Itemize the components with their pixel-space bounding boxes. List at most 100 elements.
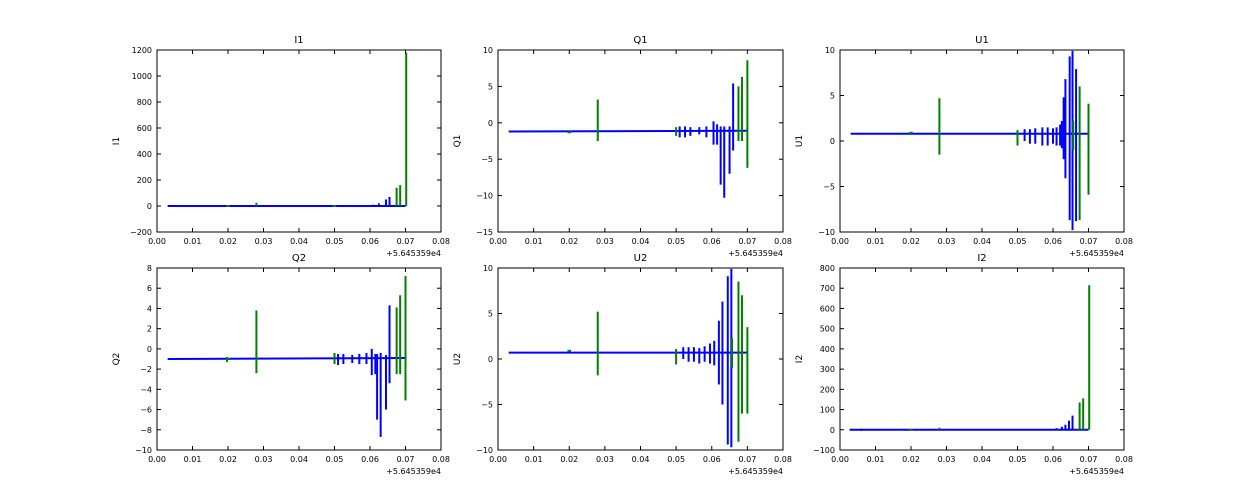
x-tick-label: 0.03 — [596, 455, 614, 464]
x-tick-label: 0.08 — [774, 237, 792, 246]
y-tick-label: 0 — [147, 345, 152, 354]
x-tick-label: 0.03 — [938, 237, 956, 246]
y-tick-label: 8 — [147, 264, 152, 273]
x-tick-label: 0.00 — [831, 455, 849, 464]
x-tick-label: 0.01 — [867, 455, 885, 464]
y-tick-label: 400 — [137, 150, 152, 159]
y-tick-label: −10 — [135, 446, 152, 455]
x-tick-label: 0.01 — [184, 455, 202, 464]
y-tick-label: −5 — [481, 155, 493, 164]
y-tick-label: 800 — [820, 264, 835, 273]
y-tick-label: −100 — [813, 446, 835, 455]
x-offset-label: +5.645359e4 — [728, 467, 783, 476]
subplot-u2: U2 U2 0.00 0.01 0.02 0.03 0.04 0.05 0.06 0.07 0.08… — [453, 253, 792, 476]
x-tick-label: 0.05 — [326, 237, 344, 246]
x-tick-label: 0.08 — [432, 237, 450, 246]
plot-frame — [497, 49, 784, 233]
plot-frame — [497, 267, 784, 451]
y-tick-label: 1200 — [132, 46, 152, 55]
x-tick-label: 0.03 — [255, 455, 273, 464]
x-tick-label: 0.03 — [596, 237, 614, 246]
x-tick-label: 0.07 — [1080, 455, 1098, 464]
x-tick-label: 0.05 — [667, 455, 685, 464]
x-tick-label: 0.05 — [667, 237, 685, 246]
y-axis-label: Q1 — [453, 135, 463, 148]
x-tick-label: 0.05 — [1009, 455, 1027, 464]
subplot-i1: I1 I1 0.00 0.01 0.02 0.03 0.04 0.05 0.06 0.07 0.08… — [112, 35, 450, 258]
y-tick-label: −6 — [140, 406, 152, 415]
y-tick-label: 100 — [820, 406, 835, 415]
x-tick-label: 0.02 — [560, 455, 578, 464]
y-tick-label: 0 — [147, 202, 152, 211]
chart-title: I1 — [294, 35, 303, 46]
x-tick-label: 0.02 — [219, 237, 237, 246]
y-tick-label: 4 — [147, 304, 152, 313]
x-tick-label: 0.08 — [432, 455, 450, 464]
y-tick-label: −2 — [140, 365, 152, 374]
x-tick-label: 0.08 — [774, 455, 792, 464]
x-tick-label: 0.02 — [902, 455, 920, 464]
chart-title: Q2 — [292, 253, 306, 264]
x-tick-label: 0.04 — [632, 237, 650, 246]
chart-title: U1 — [975, 35, 989, 46]
x-tick-label: 0.07 — [397, 237, 415, 246]
subplot-q1: Q1 Q1 0.00 0.01 0.02 0.03 0.04 0.05 0.06 0.07 0.08… — [453, 35, 792, 258]
y-tick-label: 600 — [820, 304, 835, 313]
y-tick-label: −15 — [476, 228, 493, 237]
x-tick-label: 0.06 — [1044, 455, 1062, 464]
x-tick-label: 0.06 — [361, 237, 379, 246]
y-tick-label: 5 — [488, 82, 493, 91]
x-tick-label: 0.00 — [489, 237, 507, 246]
y-axis-label: I2 — [795, 355, 805, 363]
series-blue-baseline — [167, 356, 406, 360]
x-tick-label: 0.01 — [184, 237, 202, 246]
x-tick-label: 0.06 — [361, 455, 379, 464]
y-tick-label: −10 — [476, 192, 493, 201]
y-axis-label: U1 — [795, 135, 805, 147]
y-tick-label: 300 — [820, 365, 835, 374]
subplot-q2: Q2 Q2 0.00 0.01 0.02 0.03 0.04 0.05 0.06 0.07 0.08… — [112, 253, 450, 476]
y-tick-label: 0 — [830, 426, 835, 435]
x-tick-label: 0.02 — [560, 237, 578, 246]
x-tick-label: 0.05 — [326, 455, 344, 464]
x-offset-label: +5.645359e4 — [386, 249, 441, 258]
x-tick-label: 0.07 — [1080, 237, 1098, 246]
x-tick-label: 0.00 — [148, 237, 166, 246]
y-tick-label: −8 — [140, 426, 152, 435]
y-tick-label: 10 — [483, 264, 493, 273]
plot-frame — [839, 267, 1125, 451]
y-tick-label: 6 — [147, 284, 152, 293]
x-tick-label: 0.07 — [397, 455, 415, 464]
y-tick-label: 0 — [488, 355, 493, 364]
y-tick-label: 5 — [488, 310, 493, 319]
x-tick-label: 0.02 — [902, 237, 920, 246]
y-axis-label: U2 — [453, 353, 463, 365]
x-tick-label: 0.04 — [290, 237, 308, 246]
x-tick-label: 0.02 — [219, 455, 237, 464]
x-offset-label: +5.645359e4 — [386, 467, 441, 476]
x-tick-label: 0.03 — [255, 237, 273, 246]
chart-title: Q1 — [633, 35, 647, 46]
y-tick-label: 500 — [820, 325, 835, 334]
series-blue-baseline — [508, 129, 748, 133]
y-tick-label: 2 — [147, 325, 152, 334]
y-tick-label: −5 — [823, 183, 835, 192]
y-tick-label: 0 — [830, 137, 835, 146]
x-offset-label: +5.645359e4 — [1069, 467, 1124, 476]
x-tick-label: 0.04 — [290, 455, 308, 464]
x-offset-label: +5.645359e4 — [1069, 249, 1124, 258]
y-tick-label: 10 — [825, 46, 835, 55]
x-tick-label: 0.07 — [738, 237, 756, 246]
x-tick-label: 0.01 — [525, 237, 543, 246]
y-tick-label: 200 — [820, 385, 835, 394]
chart-title: U2 — [634, 253, 648, 264]
y-tick-label: 0 — [488, 119, 493, 128]
subplot-i2: I2 I2 0.00 0.01 0.02 0.03 0.04 0.05 0.06 0.07 0.08… — [795, 253, 1133, 476]
x-tick-label: 0.00 — [831, 237, 849, 246]
y-tick-label: 600 — [137, 124, 152, 133]
y-tick-label: −5 — [481, 401, 493, 410]
y-axis-label: I1 — [112, 137, 122, 145]
x-offset-label: +5.645359e4 — [728, 249, 783, 258]
x-tick-label: 0.01 — [525, 455, 543, 464]
x-tick-label: 0.00 — [148, 455, 166, 464]
